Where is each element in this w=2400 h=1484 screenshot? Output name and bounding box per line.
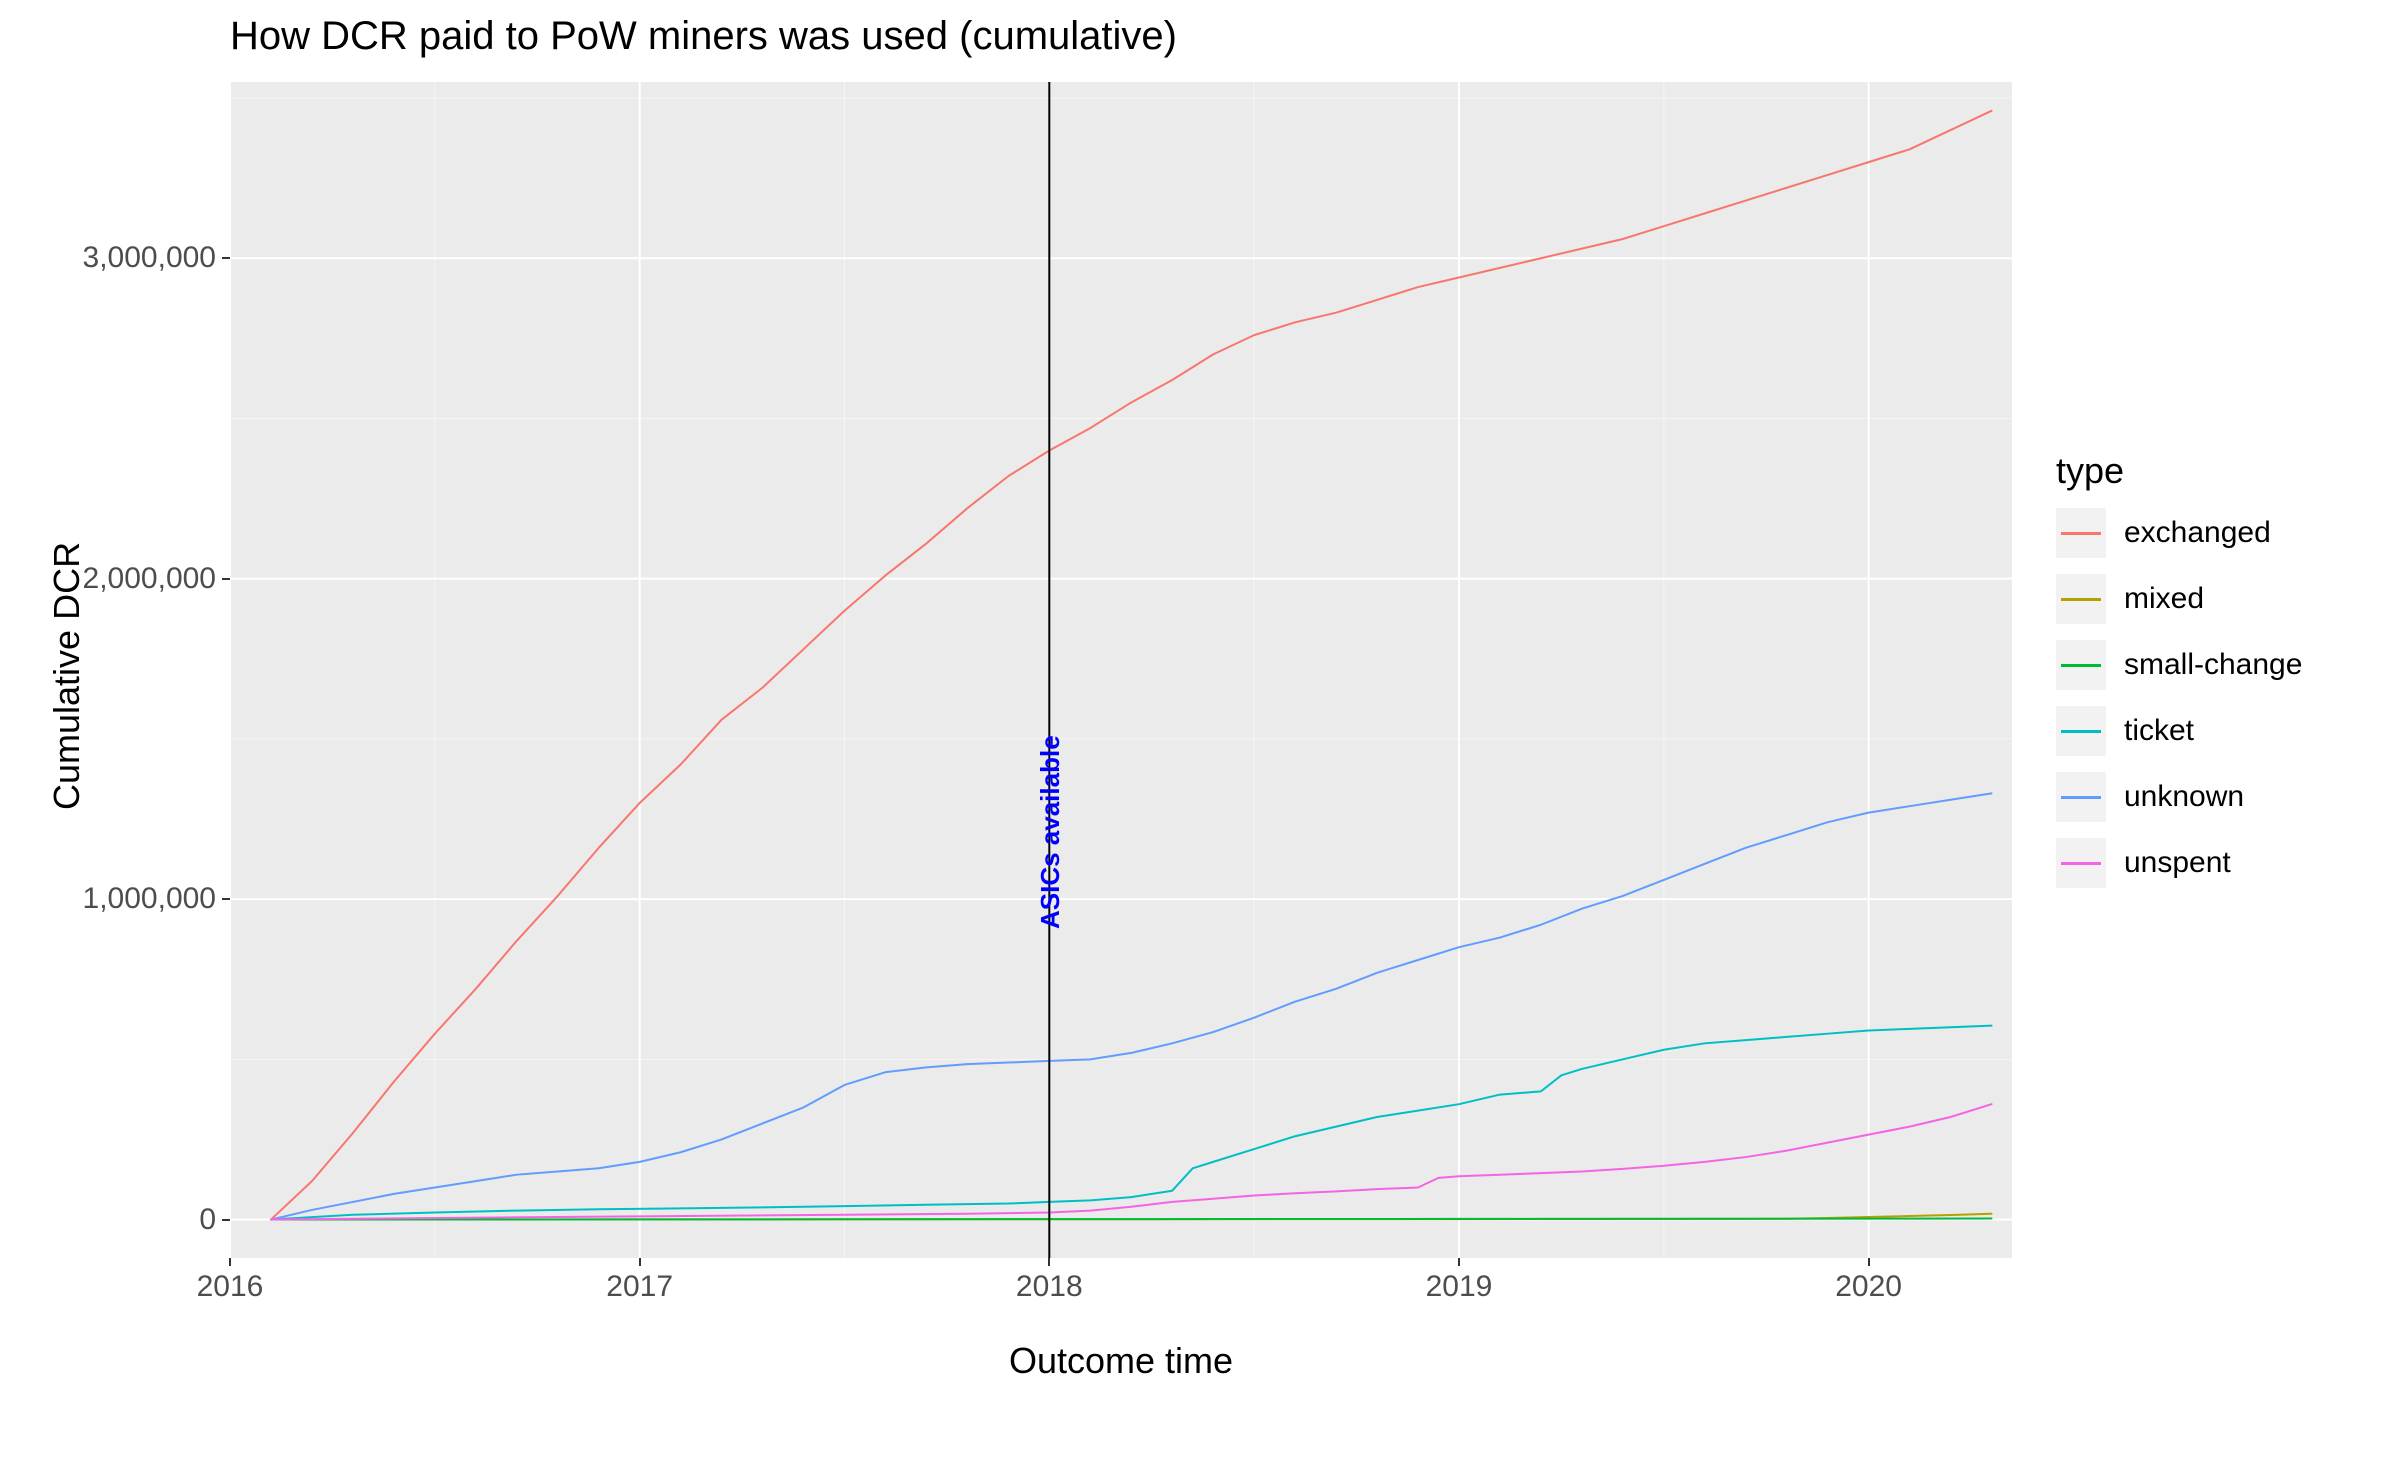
- legend-label: unknown: [2124, 780, 2244, 814]
- legend: type exchanged mixed small-change ticket unk…: [2056, 450, 2302, 908]
- x-tick-label: 2020: [1835, 1270, 1902, 1304]
- y-tick-label: 3,000,000: [83, 241, 216, 275]
- legend-label: exchanged: [2124, 516, 2271, 550]
- x-tick-label: 2016: [197, 1270, 264, 1304]
- legend-swatch: [2056, 574, 2106, 624]
- y-tick-label: 2,000,000: [83, 562, 216, 596]
- y-axis-label: Cumulative DCR: [46, 542, 88, 810]
- legend-item-mixed: mixed: [2056, 578, 2302, 620]
- legend-label: small-change: [2124, 648, 2302, 682]
- x-tick-label: 2018: [1016, 1270, 1083, 1304]
- legend-item-unspent: unspent: [2056, 842, 2302, 884]
- chart-title: How DCR paid to PoW miners was used (cum…: [230, 14, 1177, 59]
- legend-item-exchanged: exchanged: [2056, 512, 2302, 554]
- chart-container: How DCR paid to PoW miners was used (cum…: [0, 0, 2400, 1484]
- legend-item-ticket: ticket: [2056, 710, 2302, 752]
- x-tick-label: 2019: [1426, 1270, 1493, 1304]
- legend-label: ticket: [2124, 714, 2194, 748]
- vline-annotation: ASICs available: [1035, 735, 1066, 929]
- x-tick-label: 2017: [606, 1270, 673, 1304]
- legend-swatch: [2056, 508, 2106, 558]
- series-small-change: [271, 1219, 1992, 1220]
- y-tick-label: 1,000,000: [83, 882, 216, 916]
- legend-label: mixed: [2124, 582, 2204, 616]
- legend-item-small-change: small-change: [2056, 644, 2302, 686]
- plot-svg: [230, 82, 2012, 1258]
- legend-swatch: [2056, 706, 2106, 756]
- legend-label: unspent: [2124, 846, 2231, 880]
- legend-swatch: [2056, 838, 2106, 888]
- legend-title: type: [2056, 450, 2302, 492]
- legend-item-unknown: unknown: [2056, 776, 2302, 818]
- legend-items: exchanged mixed small-change ticket unknown u…: [2056, 512, 2302, 884]
- y-tick-label: 0: [199, 1203, 216, 1237]
- legend-swatch: [2056, 640, 2106, 690]
- legend-swatch: [2056, 772, 2106, 822]
- x-axis-label: Outcome time: [1009, 1340, 1233, 1382]
